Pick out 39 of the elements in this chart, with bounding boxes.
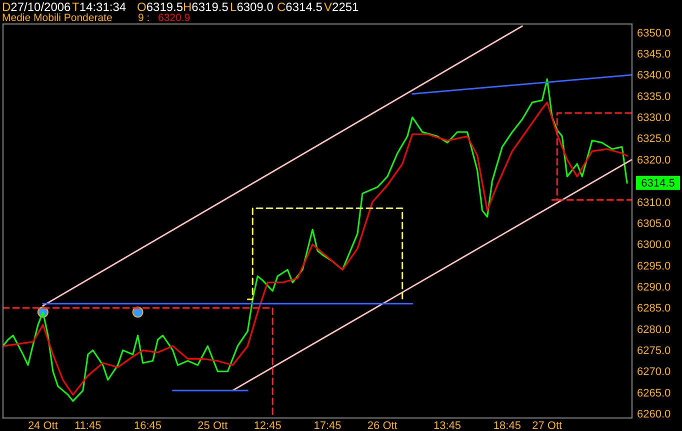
y-tick-label: 6325.0 [637, 133, 671, 146]
text: V2251 [324, 0, 360, 14]
legend-title: Medie Mobili Ponderate [2, 12, 112, 24]
x-tick-label: 16:45 [134, 420, 162, 431]
y-tick-label: 6260.0 [637, 408, 671, 421]
y-tick-label: 6270.0 [637, 366, 671, 378]
y-tick-label: 6320.0 [637, 154, 671, 166]
annotation: 6320.9 [158, 12, 190, 24]
y-tick-label: 6300.0 [637, 239, 671, 252]
text: D27/10/2006 [2, 0, 72, 14]
text: O6319.5 [137, 0, 184, 14]
text: 9 : [138, 12, 150, 24]
text: H6319.5 [183, 0, 229, 14]
x-tick-label: 26 Ott [367, 420, 398, 431]
x-tick-label: 12:45 [254, 420, 282, 431]
x-tick-label: 11:45 [74, 420, 102, 431]
x-tick-label: 24 Ott [28, 420, 58, 431]
x-tick-label: 13:45 [434, 420, 462, 431]
text: L6309.0 [230, 0, 274, 14]
x-tick-label: 17:45 [314, 420, 342, 431]
y-tick-label: 6305.0 [637, 218, 671, 230]
y-tick-label: 6310.0 [637, 196, 671, 209]
y-tick-label: 6345.0 [637, 48, 671, 61]
y-tick-label: 6335.0 [637, 90, 671, 103]
data-label: 6314.5 [641, 178, 675, 190]
y-tick-label: 6295.0 [637, 260, 671, 272]
x-tick-label: 25 Ott [198, 420, 228, 431]
text: C6314.5 [277, 0, 323, 14]
x-tick-label: 18:45 [493, 420, 521, 431]
x-tick-label: 27 Ott [532, 420, 562, 431]
y-tick-label: 6285.0 [637, 302, 671, 315]
text: T14:31:34 [72, 0, 126, 14]
y-tick-label: 6340.0 [637, 70, 671, 82]
y-tick-label: 6280.0 [637, 324, 671, 336]
y-tick-label: 6330.0 [637, 112, 671, 124]
y-tick-label: 6350.0 [637, 27, 671, 40]
y-tick-label: 6275.0 [637, 345, 671, 358]
y-tick-label: 6265.0 [637, 387, 671, 400]
y-tick-label: 6290.0 [637, 282, 671, 294]
